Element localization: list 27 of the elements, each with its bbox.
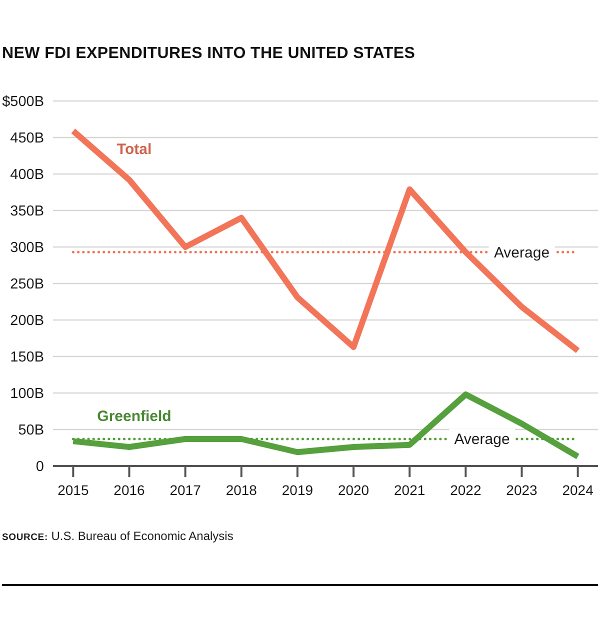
y-tick-label: 100B <box>10 386 44 402</box>
chart-title: NEW FDI EXPENDITURES INTO THE UNITED STATES <box>2 45 416 63</box>
x-tick-label: 2018 <box>226 482 258 498</box>
y-tick-label: 0 <box>36 459 44 476</box>
source-note: SOURCE: U.S. Bureau of Economic Analysis <box>2 529 234 543</box>
y-tick-label: 200B <box>10 313 44 330</box>
x-tick-label: 2021 <box>394 482 426 498</box>
y-tick-label: $500B <box>2 94 44 110</box>
y-tick-label: 300B <box>10 240 44 256</box>
x-tick-label: 2024 <box>562 482 594 498</box>
y-tick-label: 450B <box>10 130 44 147</box>
y-tick-label: 50B <box>18 422 44 439</box>
series-label: Greenfield <box>97 408 172 426</box>
x-tick-label: 2020 <box>338 482 370 498</box>
series-label: Total <box>116 140 152 158</box>
ref-line-label: Average <box>454 431 510 448</box>
y-tick-label: 250B <box>10 276 44 293</box>
ref-line-label: Average <box>494 244 550 262</box>
y-tick-label: 350B <box>10 204 44 220</box>
x-tick-label: 2019 <box>282 482 314 498</box>
x-tick-label: 2015 <box>58 482 89 498</box>
x-tick-label: 2017 <box>170 482 202 498</box>
x-tick-label: 2023 <box>506 482 538 498</box>
y-tick-label: 150B <box>10 350 44 366</box>
x-tick-label: 2016 <box>114 482 146 498</box>
y-tick-label: 400B <box>10 167 44 184</box>
x-tick-label: 2022 <box>450 482 482 498</box>
